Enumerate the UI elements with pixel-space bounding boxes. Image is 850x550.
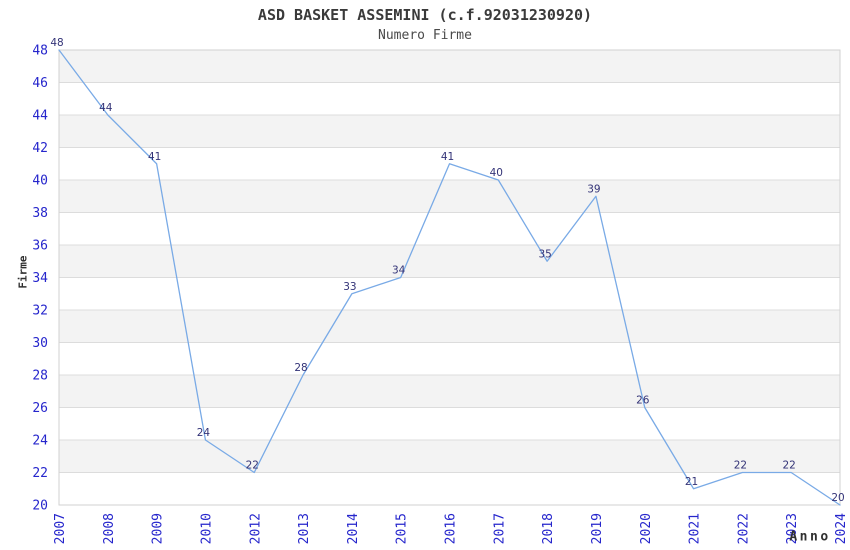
point-label: 35 — [538, 248, 551, 260]
point-label: 44 — [99, 102, 113, 114]
chart-title: ASD BASKET ASSEMINI (c.f.92031230920) — [257, 6, 593, 24]
y-tick-label: 46 — [32, 76, 48, 91]
plot-band — [59, 375, 840, 408]
x-tick-label: 2023 — [785, 513, 800, 544]
point-label: 22 — [783, 460, 796, 472]
point-label: 28 — [294, 362, 307, 374]
y-tick-label: 36 — [32, 239, 48, 254]
y-tick-label: 20 — [32, 499, 48, 514]
point-label: 48 — [50, 37, 63, 49]
point-label: 22 — [246, 460, 259, 472]
y-tick-label: 34 — [32, 271, 48, 286]
x-tick-label: 2012 — [248, 513, 263, 544]
point-label: 39 — [587, 183, 600, 195]
point-label: 40 — [490, 167, 503, 179]
x-tick-label: 2007 — [53, 513, 68, 544]
y-tick-label: 40 — [32, 174, 48, 189]
point-label: 34 — [392, 265, 406, 277]
plot-band — [59, 245, 840, 278]
y-tick-label: 28 — [32, 369, 48, 384]
x-tick-label: 2020 — [639, 513, 654, 544]
plot-band — [59, 115, 840, 148]
y-tick-label: 30 — [32, 336, 48, 351]
plot-band — [59, 180, 840, 213]
x-tick-label: 2015 — [395, 513, 410, 544]
y-axis-title: Firme — [16, 255, 30, 289]
x-tick-label: 2013 — [297, 513, 312, 544]
y-tick-label: 32 — [32, 304, 48, 319]
x-tick-label: 2010 — [199, 513, 214, 544]
point-label: 24 — [197, 427, 211, 439]
plot-band — [59, 310, 840, 343]
plot-band — [59, 440, 840, 473]
x-tick-label: 2019 — [590, 513, 605, 544]
x-tick-label: 2018 — [541, 513, 556, 544]
x-tick-label: 2021 — [688, 513, 703, 544]
point-label: 21 — [685, 476, 698, 488]
x-tick-label: 2009 — [151, 513, 166, 544]
point-label: 22 — [734, 460, 747, 472]
x-tick-label: 2022 — [736, 513, 751, 544]
chart-subtitle: Numero Firme — [378, 28, 472, 43]
point-label: 20 — [831, 492, 844, 504]
point-label: 41 — [441, 151, 454, 163]
y-tick-label: 22 — [32, 466, 48, 481]
y-tick-label: 44 — [32, 109, 48, 124]
x-tick-label: 2024 — [834, 513, 849, 544]
point-label: 33 — [343, 281, 356, 293]
y-tick-label: 38 — [32, 206, 48, 221]
x-tick-label: 2016 — [444, 513, 459, 544]
point-label: 26 — [636, 395, 650, 407]
y-tick-label: 42 — [32, 141, 48, 156]
plot-border — [58, 49, 841, 506]
y-tick-label: 24 — [32, 434, 48, 449]
x-tick-label: 2017 — [492, 513, 507, 544]
point-label: 41 — [148, 151, 161, 163]
plot-band — [59, 50, 840, 83]
x-tick-label: 2008 — [102, 513, 117, 544]
data-line — [58, 49, 841, 506]
y-tick-label: 26 — [32, 401, 48, 416]
y-tick-label: 48 — [32, 44, 48, 59]
x-tick-label: 2014 — [346, 513, 361, 544]
x-axis-title: Anno — [789, 529, 831, 545]
